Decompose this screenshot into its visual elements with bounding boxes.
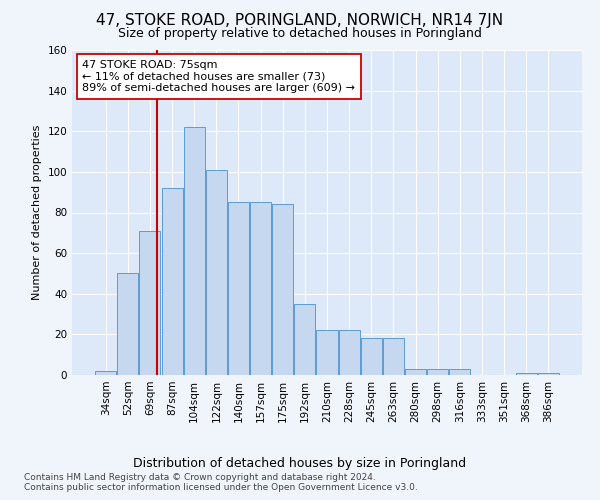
Text: Contains HM Land Registry data © Crown copyright and database right 2024.: Contains HM Land Registry data © Crown c… <box>24 474 376 482</box>
Text: Size of property relative to detached houses in Poringland: Size of property relative to detached ho… <box>118 28 482 40</box>
Bar <box>383 338 404 375</box>
Bar <box>427 369 448 375</box>
Bar <box>139 231 160 375</box>
Text: Distribution of detached houses by size in Poringland: Distribution of detached houses by size … <box>133 458 467 470</box>
Bar <box>250 202 271 375</box>
Bar <box>338 330 359 375</box>
Text: Contains public sector information licensed under the Open Government Licence v3: Contains public sector information licen… <box>24 484 418 492</box>
Bar <box>95 371 116 375</box>
Bar <box>161 188 182 375</box>
Bar <box>515 373 536 375</box>
Bar <box>228 202 249 375</box>
Y-axis label: Number of detached properties: Number of detached properties <box>32 125 42 300</box>
Bar <box>272 204 293 375</box>
Bar <box>405 369 426 375</box>
Bar <box>538 373 559 375</box>
Bar <box>184 127 205 375</box>
Bar <box>316 330 338 375</box>
Bar <box>206 170 227 375</box>
Bar <box>361 338 382 375</box>
Bar <box>118 274 139 375</box>
Bar <box>295 304 316 375</box>
Bar <box>449 369 470 375</box>
Text: 47 STOKE ROAD: 75sqm
← 11% of detached houses are smaller (73)
89% of semi-detac: 47 STOKE ROAD: 75sqm ← 11% of detached h… <box>82 60 355 93</box>
Text: 47, STOKE ROAD, PORINGLAND, NORWICH, NR14 7JN: 47, STOKE ROAD, PORINGLAND, NORWICH, NR1… <box>97 12 503 28</box>
